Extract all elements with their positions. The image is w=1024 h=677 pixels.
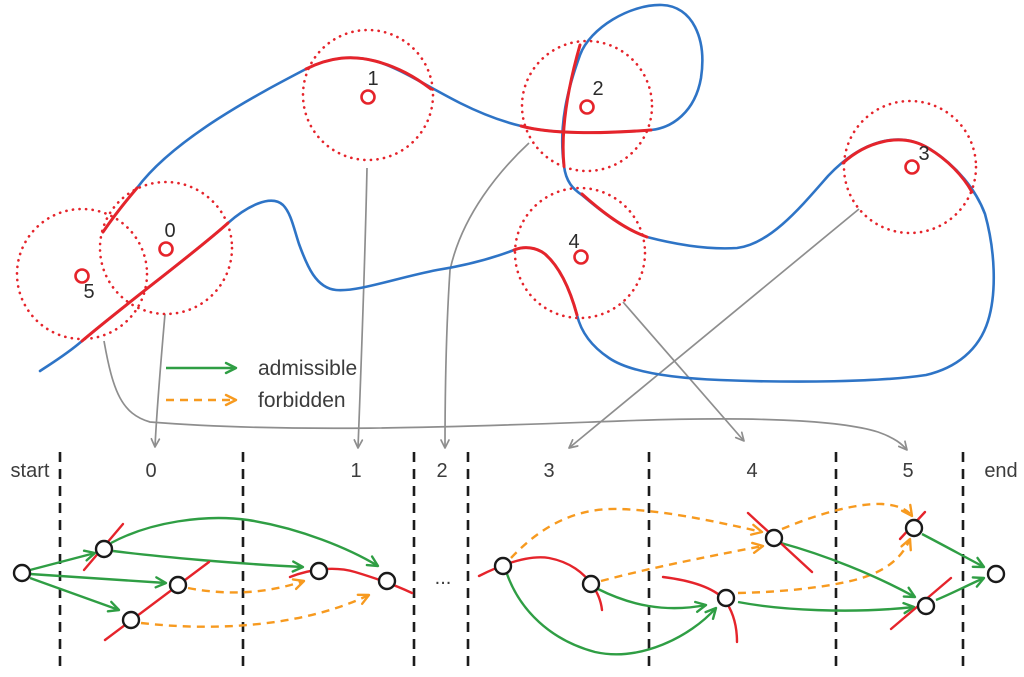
highlight-region-5-0 <box>80 221 230 343</box>
admissible-edge-3b-4b <box>597 587 708 614</box>
highlight-region-1 <box>304 56 433 91</box>
region-center-marker-4 <box>573 249 589 265</box>
region-circle-4 <box>513 186 647 320</box>
region-circle-1 <box>301 28 435 162</box>
graph-nodes-layer <box>12 518 1006 630</box>
node-tangent-3a-3b <box>477 556 604 612</box>
graph-node-5a <box>904 518 924 538</box>
graph-node-0a <box>94 539 114 559</box>
legend: admissible forbidden <box>166 357 357 412</box>
column-label-end: end <box>984 460 1017 482</box>
region-label-1: 1 <box>367 68 378 90</box>
region-label-4: 4 <box>568 231 579 253</box>
forbidden-edge-4a-5a <box>781 502 914 531</box>
graph-node-start <box>12 563 32 583</box>
legend-admissible-label: admissible <box>258 357 357 380</box>
trajectory-curve-layer <box>38 3 996 383</box>
elided-columns-ellipsis: ... <box>435 567 452 589</box>
highlight-region-2-descent <box>561 43 582 168</box>
column-label-0: 0 <box>145 460 156 482</box>
admissible-edge-start-0c <box>29 576 121 613</box>
connector-arrow-region-2 <box>440 142 530 449</box>
admissible-edge-4b-5b <box>737 600 916 615</box>
node-tangent-1a-1b <box>288 567 414 595</box>
region-label-3: 3 <box>918 143 929 165</box>
highlight-region-0-entry <box>101 186 139 234</box>
admissible-edge-start-0a <box>29 549 97 572</box>
graph-node-4b <box>716 588 736 608</box>
admissible-edge-0a-1b <box>110 516 380 568</box>
region-circle-3 <box>842 99 978 235</box>
graph-node-0b <box>168 575 188 595</box>
column-label-2: 2 <box>436 460 447 482</box>
graph-node-0c <box>121 610 141 630</box>
region-center-marker-5 <box>74 268 90 284</box>
admissible-edge-3a-4b <box>505 573 718 656</box>
graph-node-3a <box>493 556 513 576</box>
node-tangent-4b <box>661 575 739 644</box>
admissible-edge-4a-5b <box>780 541 917 599</box>
graph-node-3b <box>581 574 601 594</box>
region-center-marker-3 <box>904 159 920 175</box>
region-center-marker-0 <box>158 241 174 257</box>
region-label-5: 5 <box>83 281 94 303</box>
highlight-region-3 <box>841 138 974 194</box>
trajectory-highlight-layer <box>80 43 974 343</box>
forbidden-edge-0c-1b <box>140 593 371 628</box>
region-to-column-arrows <box>103 142 908 451</box>
trajectory-curve <box>38 3 996 383</box>
region-circle-0 <box>98 180 234 316</box>
region-label-0: 0 <box>164 220 175 242</box>
connector-arrow-region-4 <box>622 301 745 442</box>
column-label-4: 4 <box>746 460 757 482</box>
graph-node-end <box>986 564 1006 584</box>
connector-arrow-region-1 <box>353 167 368 449</box>
column-label-5: 5 <box>902 460 913 482</box>
region-center-marker-2 <box>579 99 595 115</box>
admissible-edge-5a-end <box>921 532 986 569</box>
admissible-edge-5b-end <box>935 576 986 602</box>
column-label-3: 3 <box>543 460 554 482</box>
column-labels-layer: start 0 1 2 3 4 5 end... <box>11 460 1018 589</box>
forbidden-edge-3b-4a <box>600 541 765 583</box>
column-label-start: start <box>11 460 50 482</box>
graph-node-1b <box>377 571 397 591</box>
column-label-1: 1 <box>350 460 361 482</box>
admissible-edges-layer <box>29 516 986 656</box>
admissible-edge-start-0b <box>29 572 168 589</box>
legend-forbidden-label: forbidden <box>258 389 346 412</box>
forbidden-edge-4b-5a <box>737 537 912 595</box>
highlight-region-4-lower <box>512 246 579 317</box>
region-label-2: 2 <box>592 78 603 100</box>
region-circle-5 <box>15 207 149 341</box>
admissible-edge-0a-1a <box>112 549 305 573</box>
graph-node-5b <box>916 596 936 616</box>
region-circles-layer <box>15 28 978 341</box>
connector-arrow-region-5 <box>103 340 908 451</box>
node-tangent-0b-0c <box>103 560 211 642</box>
region-labels-layer: 0 1 2 3 4 5 <box>83 68 929 303</box>
node-tangent-layer <box>82 510 953 644</box>
connector-arrow-region-0 <box>150 313 166 448</box>
connector-arrow-region-3 <box>568 208 860 449</box>
forbidden-edge-3a-4a <box>510 507 764 559</box>
region-center-marker-1 <box>360 89 376 105</box>
forbidden-edges-layer <box>140 502 914 628</box>
forbidden-edge-0b-1a <box>187 578 306 594</box>
highlight-region-4-upper <box>580 192 649 239</box>
region-center-markers-layer <box>74 89 920 284</box>
highlight-region-2-horizontal <box>519 124 653 135</box>
graph-node-1a <box>309 561 329 581</box>
graph-node-4a <box>764 528 784 548</box>
region-circle-2 <box>520 39 654 173</box>
